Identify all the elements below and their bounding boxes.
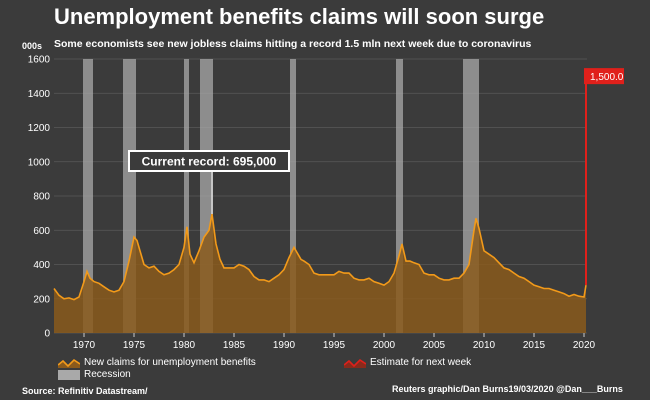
x-tick-label: 1970: [73, 340, 96, 351]
y-tick-label: 400: [33, 260, 50, 271]
y-axis-units: 000s: [22, 41, 43, 51]
y-tick-label: 0: [44, 329, 50, 340]
x-tick-label: 2015: [523, 340, 546, 351]
x-tick-label: 1990: [273, 340, 296, 351]
legend-recession-swatch: [58, 370, 80, 380]
x-tick-label: 1995: [323, 340, 346, 351]
recession-band: [290, 59, 296, 333]
x-tick-label: 2000: [373, 340, 396, 351]
y-tick-label: 800: [33, 192, 50, 203]
recession-band: [83, 59, 93, 333]
legend-estimate-swatch: [344, 358, 366, 368]
record-box-inner: [130, 152, 288, 170]
legend-claims-swatch: [58, 358, 80, 368]
y-tick-label: 1000: [28, 157, 51, 168]
x-tick-label: 2005: [423, 340, 446, 351]
chart-subtitle: Some economists see new jobless claims h…: [54, 38, 532, 50]
estimate-marker: 1,500.0: [584, 68, 624, 286]
y-tick-label: 1600: [28, 55, 51, 66]
y-axis: 0 200 400 600 800 1000 1200 1400 1600: [28, 55, 51, 340]
x-tick-label: 2020: [573, 340, 596, 351]
y-tick-label: 200: [33, 294, 50, 305]
source-note: Source: Refinitiv Datastream/: [22, 386, 148, 396]
claims-area: [54, 214, 586, 333]
estimate-label: 1,500.0: [590, 72, 624, 83]
credit-note: Reuters graphic/Dan Burns19/03/2020 @Dan…: [392, 384, 623, 394]
legend-estimate-label: Estimate for next week: [370, 357, 472, 368]
x-tick-label: 2010: [473, 340, 496, 351]
x-tick-label: 1985: [223, 340, 246, 351]
estimate-label-box: [584, 68, 624, 85]
recession-band: [184, 59, 189, 333]
chart-title: Unemployment benefits claims will soon s…: [54, 4, 545, 29]
record-label: Current record: 695,000: [142, 155, 277, 169]
claims-line: [53, 213, 587, 301]
y-tick-label: 600: [33, 226, 50, 237]
y-tick-label: 1200: [28, 123, 51, 134]
record-annotation: Current record: 695,000: [128, 150, 290, 214]
x-tick-label: 1980: [173, 340, 196, 351]
x-axis: 1970 1975 1980 1985 1990 1995 2000 2005 2010 2015…: [73, 333, 596, 351]
recession-band: [396, 59, 403, 333]
legend-claims-label: New claims for unemployment benefits: [84, 357, 256, 368]
x-tick-label: 1975: [123, 340, 146, 351]
legend-recession-label: Recession: [84, 369, 131, 380]
y-tick-label: 1400: [28, 89, 51, 100]
